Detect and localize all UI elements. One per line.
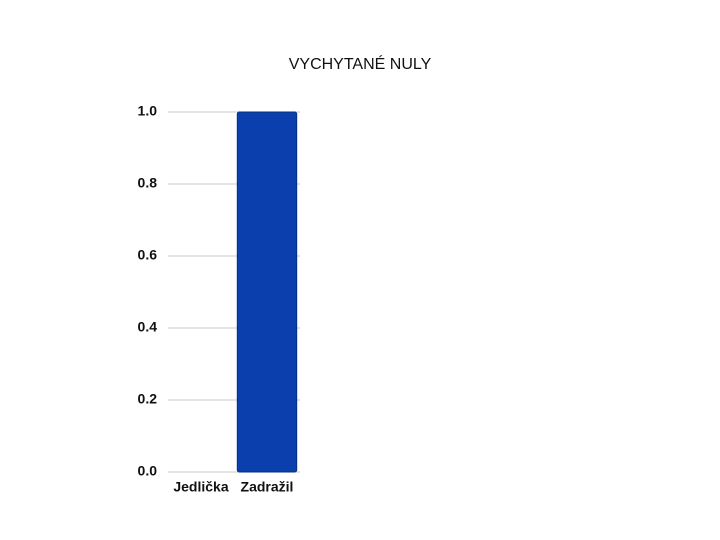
bar	[236, 111, 298, 473]
y-tick-label: 0.2	[138, 391, 158, 407]
y-tick-label: 0.4	[138, 319, 158, 335]
x-tick-label: Zadražil	[241, 479, 294, 495]
y-tick-label: 0.0	[138, 463, 158, 479]
chart-title: VYCHYTANÉ NULY	[289, 54, 432, 73]
x-tick-label: Jedlička	[173, 479, 228, 495]
y-tick-label: 1.0	[138, 103, 158, 119]
y-tick-label: 0.8	[138, 175, 158, 191]
y-tick-label: 0.6	[138, 247, 158, 263]
